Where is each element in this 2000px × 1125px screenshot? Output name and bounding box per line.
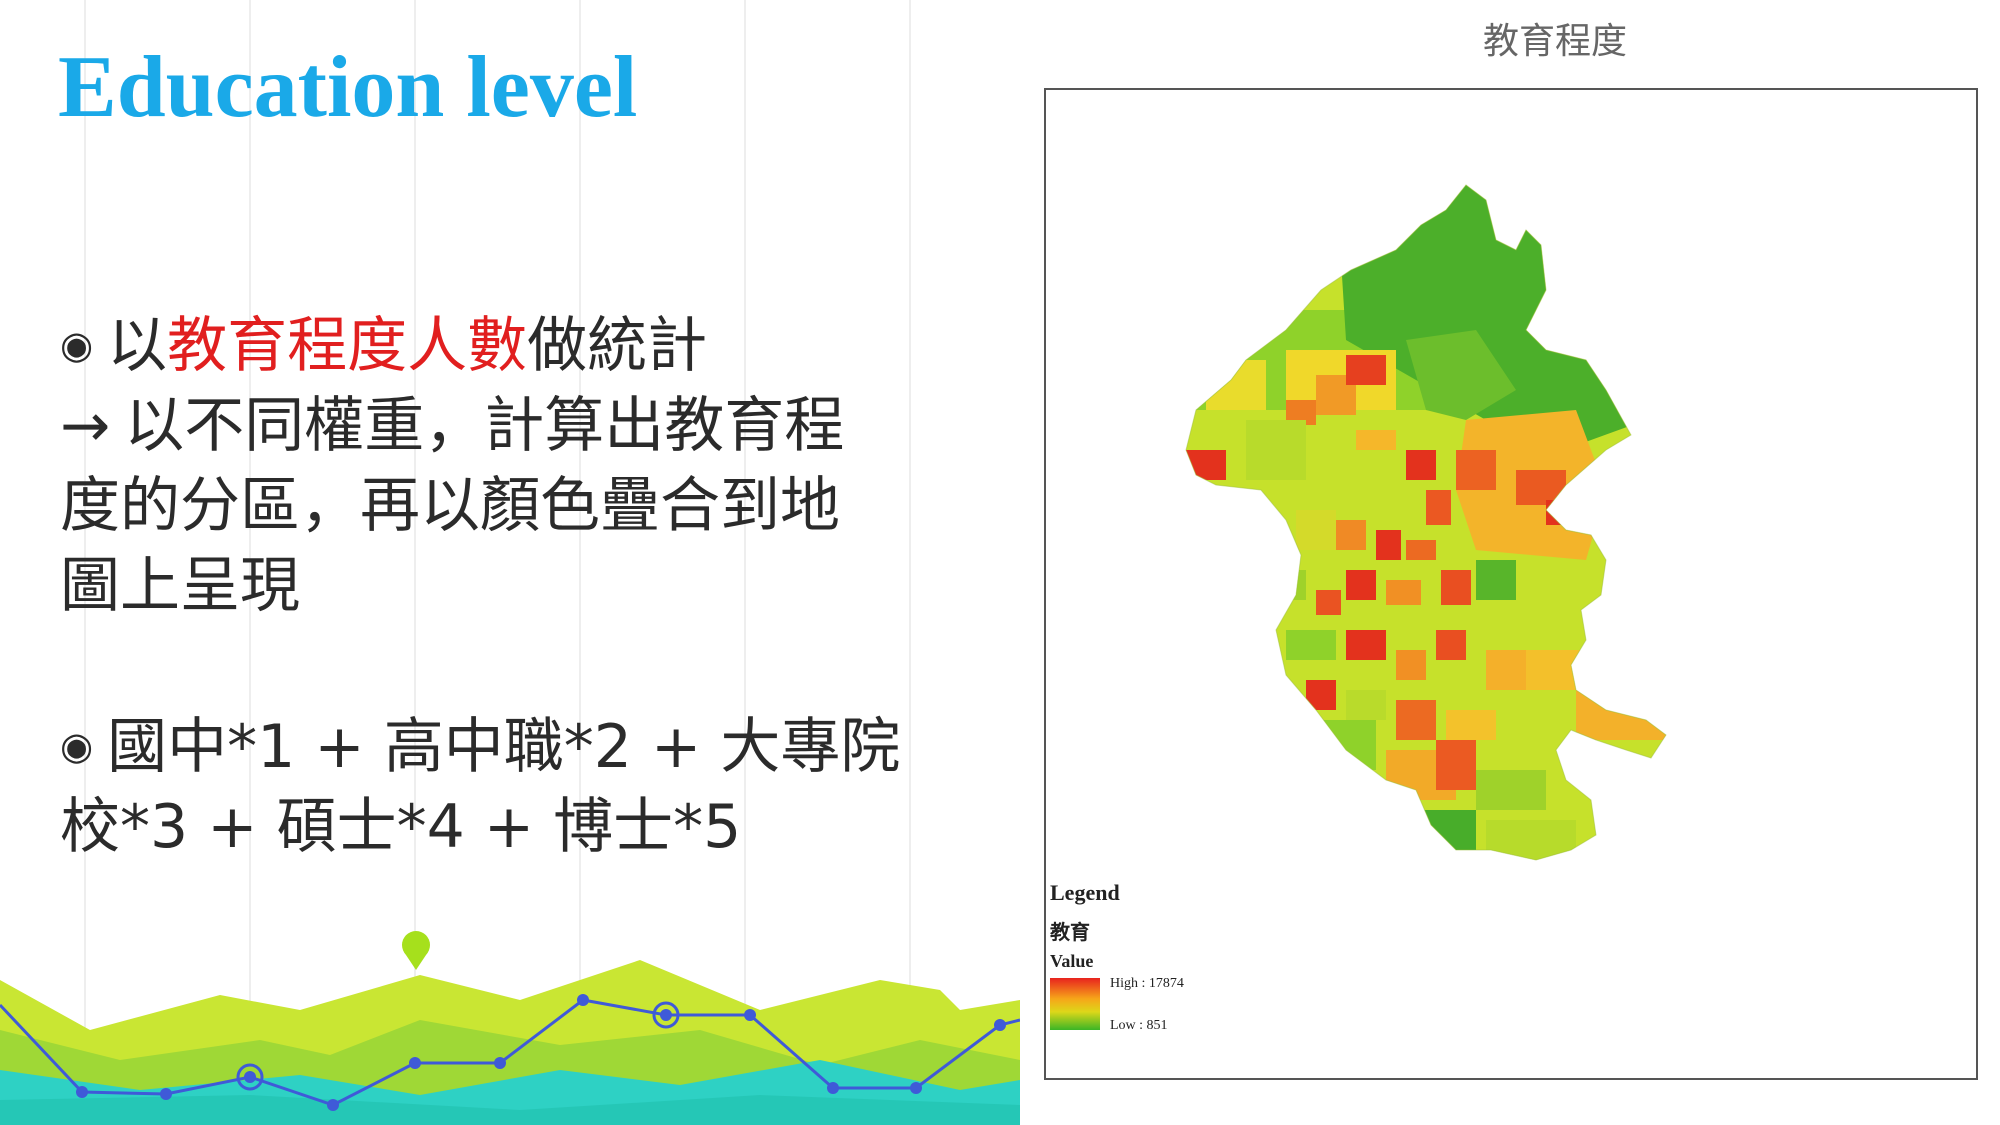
map-title: 教育程度 xyxy=(1482,21,1627,62)
legend-low-label: Low : 851 xyxy=(1110,1018,1168,1033)
bullet-paragraph-formula: ◉ 國中*1 + 高中職*2 + 大專院 校*3 + 碩士*4 + 博士*5 xyxy=(60,706,1000,867)
map-legend: Legend 教育 Value High : 17874 Low : 851 xyxy=(1050,880,1184,1038)
slide-title: Education level xyxy=(58,39,638,136)
bullet-paragraph-method: ◉ 以教育程度人數做統計 → 以不同權重，計算出教育程 度的分區，再以顏色疊合到地 … xyxy=(60,305,1000,626)
legend-color-ramp: High : 17874 Low : 851 xyxy=(1050,976,1184,1038)
map-frame: Legend 教育 Value High : 17874 Low : 851 xyxy=(1044,88,1978,1080)
formula-line-2: 校*3 + 碩士*4 + 博士*5 xyxy=(60,792,742,862)
method-line-4: 圖上呈現 xyxy=(60,551,300,621)
legend-high-label: High : 17874 xyxy=(1110,976,1184,991)
legend-title: Legend xyxy=(1050,880,1120,905)
deco-mountain-bottom xyxy=(0,1095,1020,1125)
deco-line-series xyxy=(0,998,1021,1107)
bullet-icon: ◉ xyxy=(60,323,94,367)
method-line-2: 以不同權重，計算出教育程 xyxy=(124,391,845,461)
decorative-footer xyxy=(0,931,1021,1125)
arrow-right-icon: → xyxy=(60,391,111,461)
method-highlight: 教育程度人數 xyxy=(167,311,528,381)
map-panel: 教育程度 xyxy=(1020,0,2000,1105)
choropleth-map xyxy=(1185,184,1667,861)
legend-field-name: Value xyxy=(1050,951,1094,971)
legend-gradient-swatch xyxy=(1050,978,1100,1030)
map-regions xyxy=(1186,185,1666,860)
method-line-3: 度的分區，再以顏色疊合到地 xyxy=(60,471,840,541)
method-text-pre: 以 xyxy=(107,311,168,381)
method-text-post: 做統計 xyxy=(527,311,708,381)
legend-layer-name: 教育 xyxy=(1050,922,1090,944)
deco-map-pin xyxy=(402,931,430,970)
bullet-icon: ◉ xyxy=(60,724,94,768)
formula-line-1: 國中*1 + 高中職*2 + 大專院 xyxy=(107,712,901,782)
deco-line-points xyxy=(76,994,1006,1111)
slide-body: ◉ 以教育程度人數做統計 → 以不同權重，計算出教育程 度的分區，再以顏色疊合到地 … xyxy=(60,305,1000,867)
